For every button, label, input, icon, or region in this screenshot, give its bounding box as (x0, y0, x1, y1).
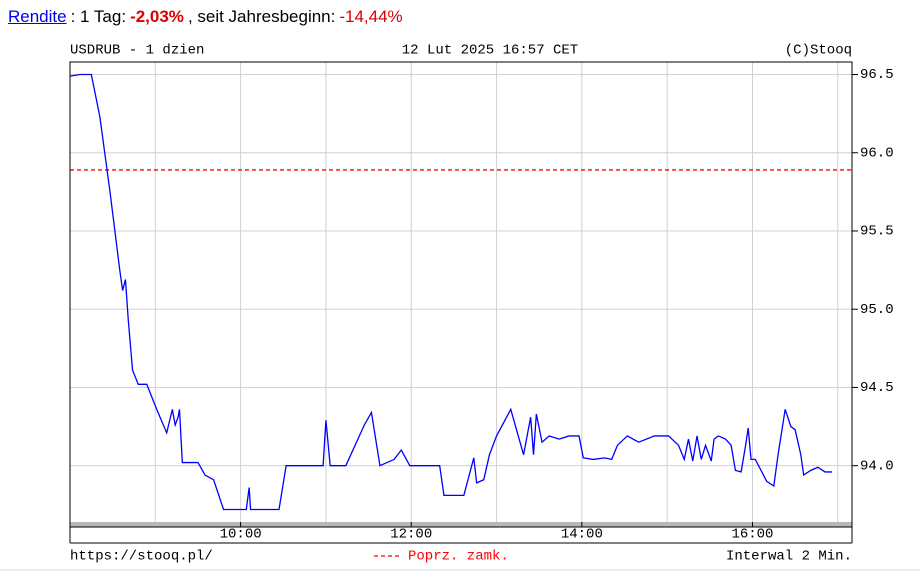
plot-frame (69, 61, 853, 528)
x-axis-strip (70, 522, 852, 527)
chart-date: 12 Lut 2025 16:57 CET (402, 43, 578, 59)
y-tick-label: 95.0 (860, 302, 894, 318)
day-change: -2,03% (130, 7, 184, 26)
y-tick-label: 96.0 (860, 145, 894, 161)
rendite-link[interactable]: Rendite (8, 7, 67, 26)
interval: Interwal 2 Min. (726, 549, 852, 565)
day-label: : 1 Tag: (70, 7, 127, 26)
y-tick-label: 94.0 (860, 458, 894, 474)
chart-source: (C)Stooq (785, 43, 852, 59)
x-tick-label: 16:00 (731, 527, 773, 543)
y-tick-label: 95.5 (860, 224, 894, 240)
price-line (69, 73, 833, 511)
source-url: https://stooq.pl/ (70, 549, 213, 565)
plot-area (70, 62, 852, 522)
x-tick-label: 12:00 (390, 527, 432, 543)
ytd-label: , seit Jahresbeginn: (187, 7, 336, 26)
x-tick-label: 14:00 (561, 527, 603, 543)
x-tick-label: 10:00 (220, 527, 262, 543)
legend-label: Poprz. zamk. (408, 549, 509, 565)
ytd-change: -14,44% (339, 7, 403, 26)
header: Rendite: 1 Tag: -2,03%, seit Jahresbeginn… (8, 7, 403, 27)
y-tick-label: 96.5 (860, 67, 894, 83)
y-tick-label: 94.5 (860, 380, 894, 396)
chart-title: USDRUB - 1 dzien (70, 43, 204, 59)
